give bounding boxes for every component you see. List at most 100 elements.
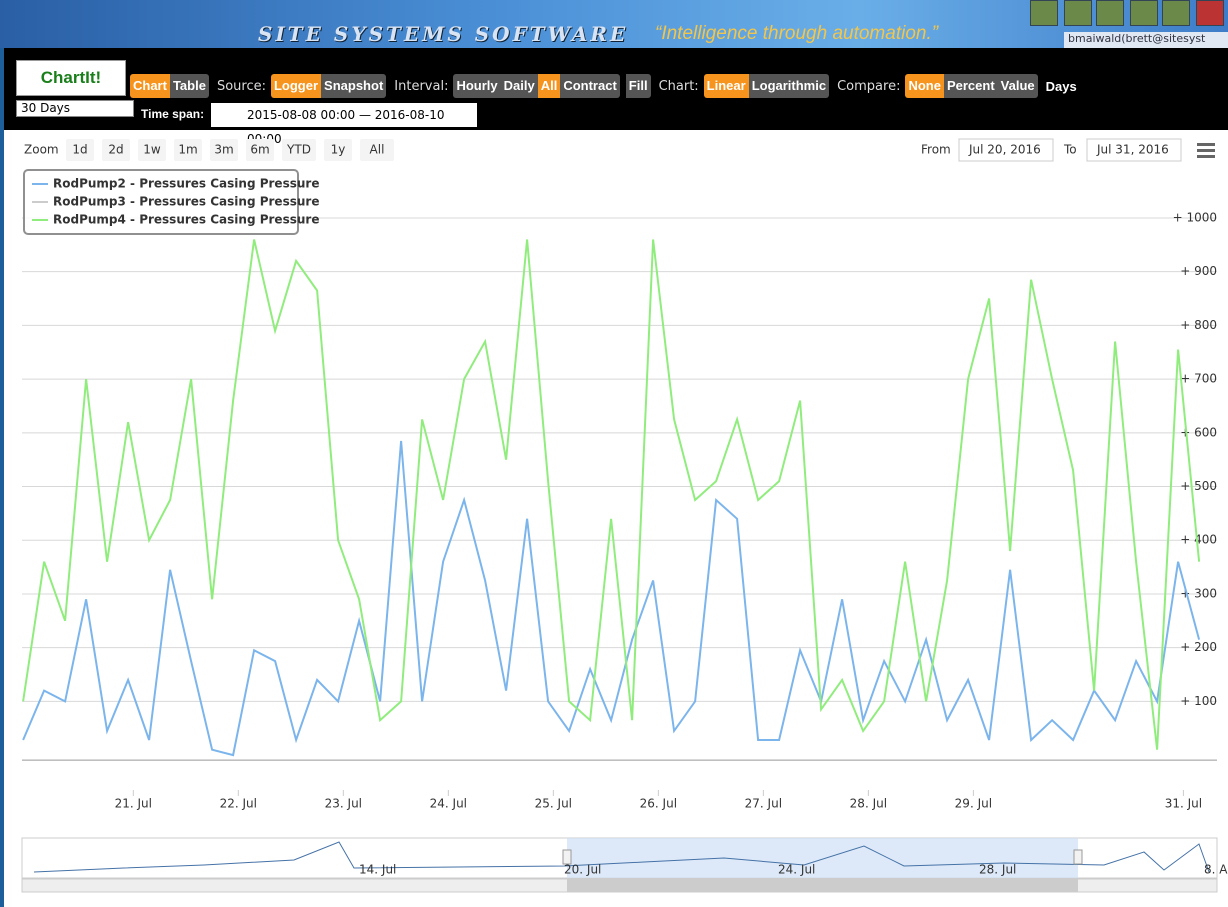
zoom-button[interactable] [102, 139, 130, 161]
navigator-label: 8. Au [1204, 863, 1228, 877]
toggle-button[interactable]: Chart [130, 74, 170, 98]
legend-box [23, 169, 299, 235]
icon[interactable] [1030, 0, 1058, 26]
legend-label[interactable]: RodPump2 - Pressures Casing Pressure [53, 177, 319, 191]
toggle-button[interactable]: Contract [560, 74, 620, 98]
group-label: Chart: [658, 78, 699, 94]
menu-icon[interactable] [1197, 143, 1215, 146]
tagline: “Intelligence through automation.” [655, 23, 939, 44]
toggle-button[interactable]: Hourly [453, 74, 501, 98]
y-tick-label: + 600 [1180, 425, 1217, 439]
group-label: Compare: [837, 78, 901, 94]
zoom-button-label: 2d [108, 143, 123, 157]
x-tick-label: 21. Jul [115, 797, 152, 811]
zoom-button-label: 1y [331, 143, 346, 157]
timespan-label: Time span: [141, 107, 205, 121]
y-tick-label: + 800 [1180, 318, 1217, 332]
icon[interactable] [1162, 0, 1190, 26]
y-tick-label: + 500 [1180, 479, 1217, 493]
toggle-button[interactable]: Daily [500, 74, 538, 98]
user-select[interactable]: bmaiwald(brett@sitesyst [1064, 32, 1228, 48]
menu-icon[interactable] [1197, 149, 1215, 152]
y-tick-label: + 100 [1180, 694, 1217, 708]
button-group: Fill [625, 74, 651, 98]
range-select[interactable]: 30 Days [16, 100, 134, 117]
zoom-button-label: 1w [143, 143, 161, 157]
toggle-button[interactable]: Percent [943, 74, 998, 98]
zoom-button-label: All [370, 143, 385, 157]
timespan[interactable]: 2015-08-08 00:00 — 2016-08-10 00:00 [211, 103, 477, 146]
toggle-button[interactable]: Fill [625, 74, 651, 98]
x-tick-label: 31. Jul [1165, 797, 1202, 811]
button-group: Hourly Daily All Contract [453, 74, 620, 98]
x-tick-label: 25. Jul [535, 797, 572, 811]
navigator-handle[interactable] [1073, 849, 1083, 865]
zoom-button[interactable] [360, 139, 394, 161]
button-group: Chart Table [130, 74, 209, 98]
toggle-button[interactable]: Table [169, 74, 209, 98]
toggle-button[interactable]: None [905, 74, 944, 98]
navigator-label: 14. Jul [359, 863, 396, 877]
brand: Site Systems Software [258, 22, 629, 46]
navigator-label: 28. Jul [979, 863, 1016, 877]
to-value: Jul 31, 2016 [1096, 143, 1169, 157]
icon[interactable] [1064, 0, 1092, 26]
button-group: Linear Logarithmic [703, 74, 830, 98]
group-label: Interval: [394, 78, 449, 94]
navigator-window [567, 838, 1078, 878]
x-tick-label: 27. Jul [745, 797, 782, 811]
button-group: Logger Snapshot [270, 74, 387, 98]
legend-label[interactable]: RodPump4 - Pressures Casing Pressure [53, 213, 319, 227]
toggle-button[interactable]: Value [997, 74, 1038, 98]
zoom-button [246, 139, 274, 161]
y-tick-label: + 200 [1180, 640, 1217, 654]
from-value: Jul 20, 2016 [968, 143, 1041, 157]
toggle-button[interactable]: Logger [270, 74, 322, 98]
zoom-button-label: 1d [72, 143, 87, 157]
zoom-button [282, 139, 316, 161]
y-tick-label: + 700 [1180, 372, 1217, 386]
toolbar: ChartIt! Chart Table Source: Logger Snapshot… [0, 48, 1228, 146]
x-tick-label: 24. Jul [430, 797, 467, 811]
menu-icon[interactable] [1197, 155, 1215, 158]
zoom-button [324, 139, 352, 161]
x-tick-label: 26. Jul [640, 797, 677, 811]
icon[interactable] [1130, 0, 1158, 26]
zoom-button [210, 139, 238, 161]
chart: Zoom 1d 2d 1w 1m 3m 6m YTD 1y All From Jul 20, 2016… [0, 130, 1228, 907]
icon[interactable] [1096, 0, 1124, 26]
navigator-label: 24. Jul [778, 863, 815, 877]
to-input[interactable] [1086, 138, 1182, 162]
y-tick-label: + 1000 [1173, 210, 1217, 224]
zoom-button[interactable] [66, 139, 94, 161]
button-group: None Percent Value [905, 74, 1038, 98]
legend-label[interactable]: RodPump3 - Pressures Casing Pressure [53, 195, 319, 209]
zoom-button-label: 6m [250, 143, 269, 157]
days-label: Days [1045, 78, 1077, 94]
series-line [22, 239, 1201, 750]
x-tick-label: 29. Jul [955, 797, 992, 811]
toggle-button[interactable]: Snapshot [321, 74, 387, 98]
navigator-label: 20. Jul [564, 863, 601, 877]
toolbar-row: Chart Table Source: Logger Snapshot Interval:… [130, 74, 1077, 98]
zoom-button[interactable] [138, 139, 166, 161]
y-tick-label: + 400 [1180, 533, 1217, 547]
x-tick-label: 22. Jul [220, 797, 257, 811]
zoom-button-label: 3m [214, 143, 233, 157]
icon[interactable] [1196, 0, 1224, 26]
navigator-line [33, 841, 1210, 873]
navigator-handle[interactable] [562, 849, 572, 865]
toggle-button[interactable]: Linear [703, 74, 749, 98]
zoom-button-label: YTD [286, 143, 311, 157]
app-button[interactable]: ChartIt! [16, 60, 126, 96]
scrollbar-thumb[interactable] [567, 879, 1078, 892]
group-label: Source: [216, 78, 266, 94]
x-tick-label: 23. Jul [325, 797, 362, 811]
zoom-button-label: 1m [178, 143, 197, 157]
to-label: To [1063, 143, 1077, 157]
toggle-button[interactable]: Logarithmic [748, 74, 830, 98]
toggle-button[interactable]: All [537, 74, 561, 98]
zoom-button [174, 139, 202, 161]
header: Site Systems Software “Intelligence thro… [0, 0, 1228, 48]
from-input[interactable] [958, 138, 1054, 162]
